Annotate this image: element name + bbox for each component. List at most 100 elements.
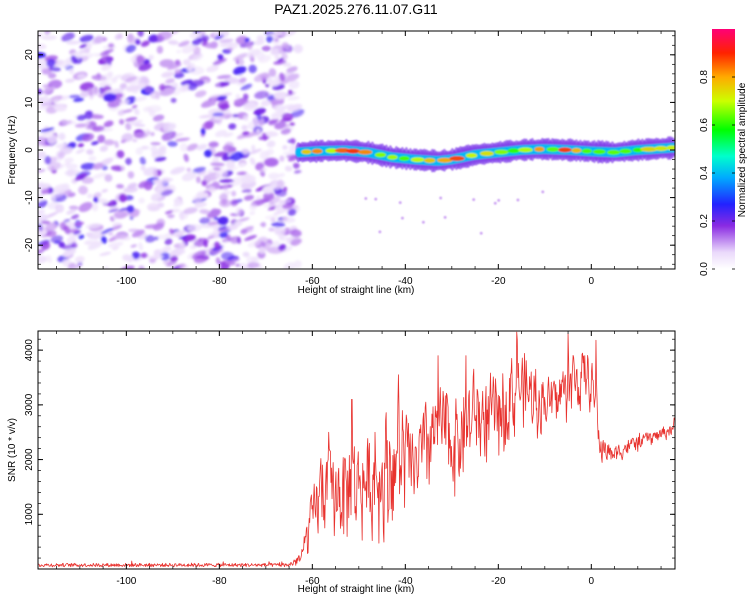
noise-blob <box>193 238 209 247</box>
noise-blob <box>174 69 182 75</box>
noise-blob <box>98 82 112 87</box>
noise-blob <box>127 182 138 189</box>
noise-blob <box>254 256 259 263</box>
track-peak <box>311 148 323 154</box>
noise-blob <box>99 251 112 256</box>
noise-blob <box>55 204 65 213</box>
noise-blob <box>282 150 298 155</box>
noise-blob <box>138 242 144 251</box>
noise-blob <box>238 162 246 167</box>
noise-blob <box>161 130 177 141</box>
noise-blob <box>131 251 141 260</box>
noise-blob <box>199 209 210 215</box>
noise-blob <box>244 234 257 241</box>
noise-blob <box>222 144 233 152</box>
noise-blob <box>265 148 274 156</box>
noise-blob <box>173 197 182 205</box>
noise-blob <box>69 205 79 211</box>
noise-blob <box>254 90 270 99</box>
noise-blob <box>125 157 132 165</box>
noise-blob <box>125 44 137 53</box>
noise-blob <box>287 103 303 112</box>
noise-blob <box>224 258 240 264</box>
noise-blob <box>58 241 65 248</box>
noise-blob <box>38 209 46 215</box>
noise-blob <box>207 233 214 237</box>
snr-x-tick-label: 0 <box>589 576 595 587</box>
spectrogram-y-tick-label: 10 <box>24 96 35 108</box>
noise-blob <box>113 74 122 80</box>
noise-blob <box>86 149 94 155</box>
noise-blob <box>179 85 186 93</box>
noise-blob <box>268 79 281 87</box>
track-peak <box>374 152 387 158</box>
noise-blob <box>207 208 222 219</box>
noise-blob <box>280 128 292 135</box>
noise-blob <box>175 137 191 142</box>
noise-blob <box>248 64 257 74</box>
noise-blob <box>187 82 198 91</box>
snr-x-tick-label: -20 <box>491 576 506 587</box>
noise-blob <box>47 79 63 89</box>
noise-blob <box>119 99 130 105</box>
noise-blob <box>240 83 253 91</box>
track-peak <box>666 145 675 151</box>
noise-blob <box>233 53 248 61</box>
noise-blob <box>156 31 173 41</box>
noise-blob <box>92 172 107 179</box>
noise-blob <box>225 159 236 169</box>
noise-blob <box>144 224 160 229</box>
noise-blob <box>79 44 87 49</box>
noise-blob <box>231 190 237 197</box>
track-peak <box>654 146 668 152</box>
noise-blob <box>281 112 293 122</box>
noise-blob <box>235 207 243 216</box>
noise-blob <box>114 210 127 219</box>
noise-blob <box>38 151 47 160</box>
noise-blob <box>183 207 198 215</box>
noise-blob <box>112 234 128 239</box>
noise-blob <box>123 186 138 193</box>
noise-blob <box>268 172 280 180</box>
weak-point <box>541 190 545 194</box>
noise-blob <box>138 82 146 89</box>
noise-blob <box>97 134 106 143</box>
noise-blob <box>131 229 145 238</box>
noise-blob <box>233 66 247 75</box>
colorbar-tick-label: 0.4 <box>699 166 710 180</box>
noise-blob <box>114 140 119 149</box>
snr-x-tick-label: -100 <box>116 576 136 587</box>
noise-blob <box>38 194 44 198</box>
noise-blob <box>240 228 248 235</box>
noise-blob <box>289 144 295 153</box>
noise-blob <box>238 58 245 66</box>
weak-point <box>516 198 520 202</box>
noise-blob <box>279 155 285 162</box>
noise-blob <box>241 148 250 155</box>
track-peak <box>345 148 361 154</box>
track-peak <box>640 146 658 152</box>
colorbar-tick-label: 0.2 <box>699 214 710 228</box>
noise-blob <box>169 228 174 235</box>
track-peak <box>410 157 425 163</box>
noise-blob <box>269 196 281 204</box>
noise-blob <box>191 250 207 260</box>
noise-blob <box>262 185 275 194</box>
noise-blob <box>40 129 56 137</box>
noise-blob <box>93 240 99 246</box>
noise-blob <box>39 127 55 133</box>
noise-blob <box>259 167 268 173</box>
noise-blob <box>266 140 276 148</box>
noise-blob <box>150 193 162 202</box>
noise-blob <box>167 40 179 45</box>
noise-blob <box>270 217 276 223</box>
noise-blob <box>247 240 262 248</box>
noise-blob <box>42 99 52 107</box>
noise-blob <box>140 252 148 259</box>
noise-blob <box>238 77 247 84</box>
noise-blob <box>249 157 256 166</box>
noise-blob <box>47 72 57 79</box>
noise-blob <box>78 202 93 212</box>
noise-blob <box>140 165 146 171</box>
noise-blob <box>284 165 293 172</box>
